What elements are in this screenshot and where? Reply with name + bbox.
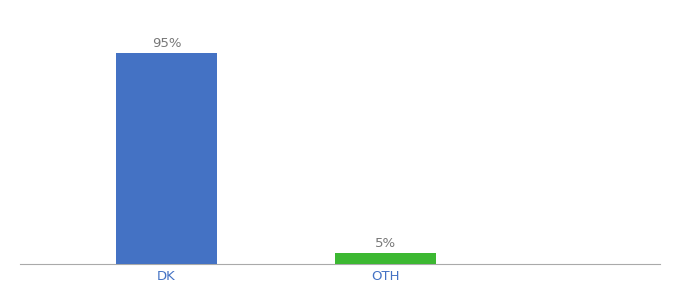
Bar [335,253,436,264]
Text: 95%: 95% [152,37,182,50]
Text: 5%: 5% [375,237,396,250]
Bar [116,53,217,264]
